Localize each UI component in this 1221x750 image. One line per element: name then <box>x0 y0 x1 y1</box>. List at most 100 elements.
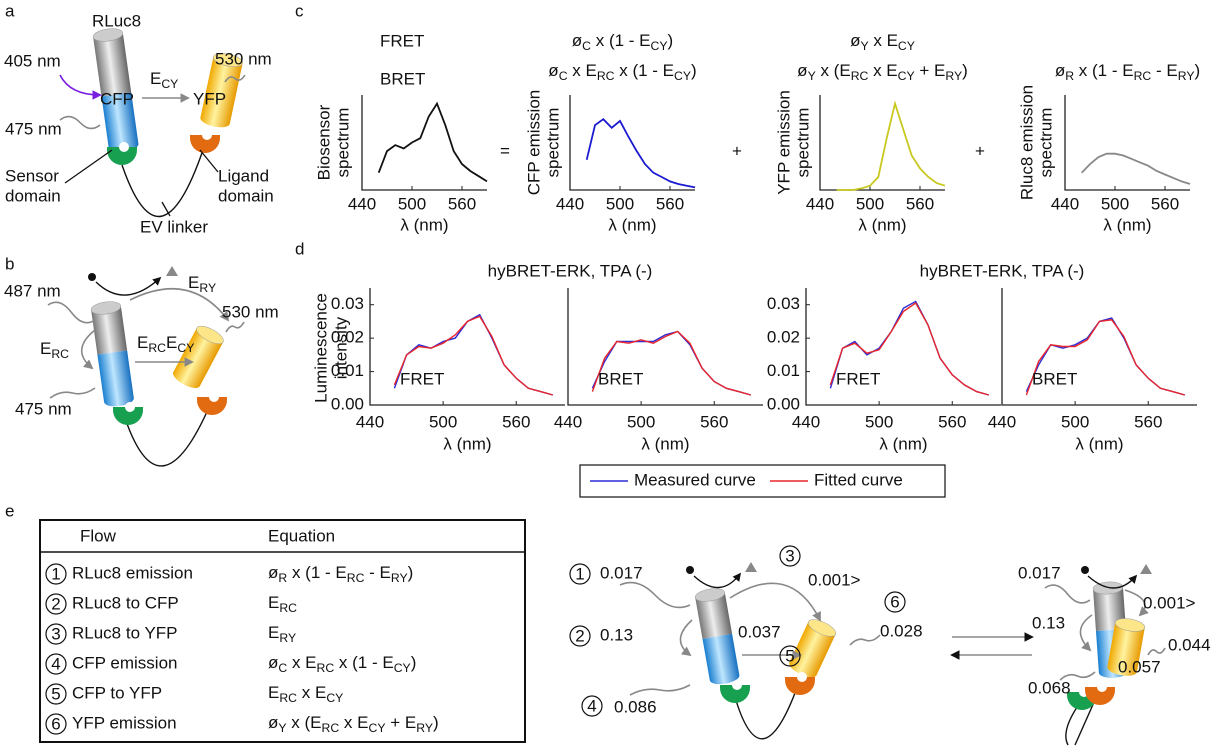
cylinder-top <box>90 301 122 315</box>
label: domain <box>5 186 61 205</box>
x-tick-label: 560 <box>1134 412 1162 431</box>
spectrum-line <box>377 101 488 183</box>
subscript: RC <box>148 341 166 355</box>
cylinder <box>172 325 224 388</box>
product <box>1140 564 1152 574</box>
panel-label: d <box>295 239 304 258</box>
subscript: RC <box>279 691 297 705</box>
step-circle <box>45 623 67 645</box>
rc-arrow <box>1079 614 1093 652</box>
text-run: ø <box>268 563 278 582</box>
bret-arrow <box>1124 589 1149 617</box>
equation: øC x ERC x (1 - ECY) <box>548 61 696 83</box>
value-label: 0.001> <box>1143 593 1196 612</box>
spectrum-line <box>591 330 751 396</box>
text-run: E <box>40 339 51 358</box>
text-run: x (1 - E <box>1074 61 1134 80</box>
x-axis-label: λ (nm) <box>443 434 491 453</box>
label: FRET <box>380 31 424 50</box>
subscript: RC <box>597 69 615 83</box>
y-axis-label: Rluc8 emission <box>1017 85 1036 200</box>
panel-label: c <box>295 1 304 20</box>
domain-knob <box>1097 682 1107 692</box>
legend-box <box>579 464 946 498</box>
value-label: 0.13 <box>600 625 633 644</box>
emission-arrow <box>619 581 691 609</box>
step-number: 2 <box>51 594 60 613</box>
plot-title: hyBRET-ERK, TPA (-) <box>488 261 653 280</box>
cylinder-body <box>93 32 132 97</box>
reaction-arrow <box>95 276 162 296</box>
table-cell: RLuc8 emission <box>72 563 193 582</box>
cylinder-body <box>702 633 740 681</box>
x-tick-label: 560 <box>906 194 934 213</box>
subscript: Y <box>808 69 816 83</box>
step-number: 4 <box>587 696 596 715</box>
subscript: RY <box>279 631 296 645</box>
step-number: 5 <box>51 684 60 703</box>
y-axis-label: spectrum <box>333 108 352 178</box>
rc-arrow <box>80 329 96 370</box>
table-cell: ERC x ECY <box>268 683 343 705</box>
domain <box>107 147 137 165</box>
y-axis-label: CFP emission <box>524 90 543 196</box>
text-run: x (1 - E <box>615 61 675 80</box>
operator: = <box>500 141 510 160</box>
table-border <box>39 519 526 743</box>
y-axis-label: spectrum <box>543 108 562 178</box>
step-circle <box>779 645 801 667</box>
subscript: C <box>559 69 568 83</box>
x-axis-label: λ (nm) <box>879 434 927 453</box>
table-cell: ERC <box>268 593 297 615</box>
emission-arrow <box>1059 671 1096 681</box>
emission-arrow <box>49 387 96 399</box>
subscript: RY <box>199 281 216 295</box>
step-number: 3 <box>785 546 794 565</box>
emission-arrow <box>1147 647 1166 656</box>
plot-label: BRET <box>598 369 643 388</box>
text-run: x E <box>568 61 597 80</box>
y-tick-label: 0.02 <box>331 328 364 347</box>
text-run: E <box>268 593 279 612</box>
x-tick-label: 440 <box>988 412 1016 431</box>
subscript: Y <box>278 721 286 735</box>
subscript: RY <box>416 721 433 735</box>
table-cell: øC x ERC x (1 - ECY) <box>268 653 416 675</box>
step-number: 6 <box>890 592 899 611</box>
subscript: RY <box>391 571 408 585</box>
x-tick-label: 440 <box>554 412 582 431</box>
domain-knob <box>125 402 135 412</box>
subscript: RY <box>1178 69 1195 83</box>
text-run: E <box>166 333 177 352</box>
x-tick-label: 500 <box>398 194 426 213</box>
domain <box>197 397 227 415</box>
text-run: x E <box>287 653 316 672</box>
excitation-arrow <box>59 74 102 100</box>
substrate <box>1081 566 1089 574</box>
step-number: 1 <box>575 564 584 583</box>
text-run: x (1 - E <box>334 653 394 672</box>
x-axis-label: λ (nm) <box>608 215 656 234</box>
y-tick-label: 0.01 <box>767 361 800 380</box>
subscript: Y <box>860 39 868 53</box>
equation: øC x (1 - ECY) <box>572 31 673 53</box>
x-tick-label: 560 <box>656 194 684 213</box>
cylinder-end <box>1107 662 1137 676</box>
text-run: x E <box>869 31 898 50</box>
linker <box>121 149 204 217</box>
value-label: 0.001> <box>808 570 861 589</box>
subscript: C <box>278 661 287 675</box>
step-circle <box>45 593 67 615</box>
plot-label: FRET <box>836 369 880 388</box>
step-circle <box>45 713 67 735</box>
emission-arrow <box>849 634 881 646</box>
table-cell: CFP emission <box>72 653 178 672</box>
text-run: x E <box>297 683 326 702</box>
step-number: 5 <box>785 646 794 665</box>
x-tick-label: 500 <box>1061 412 1089 431</box>
cylinder-body <box>91 305 128 355</box>
table-cell: øR x (1 - ERC - ERY) <box>268 563 413 585</box>
value-label: 0.017 <box>1018 563 1061 582</box>
plot-label: FRET <box>400 369 444 388</box>
